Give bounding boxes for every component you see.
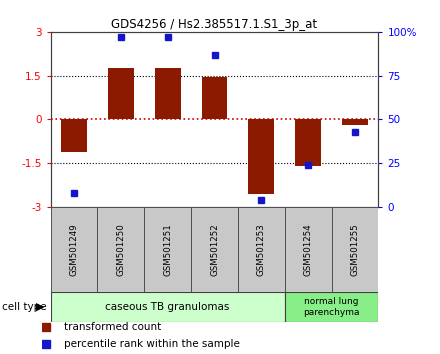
Text: GSM501249: GSM501249 bbox=[70, 223, 78, 276]
FancyBboxPatch shape bbox=[51, 207, 97, 292]
FancyBboxPatch shape bbox=[144, 207, 191, 292]
Bar bbox=[342, 120, 368, 125]
Text: GSM501253: GSM501253 bbox=[257, 223, 266, 276]
Text: GSM501250: GSM501250 bbox=[116, 223, 125, 276]
Text: GSM501252: GSM501252 bbox=[210, 223, 219, 276]
Bar bbox=[61, 120, 87, 152]
FancyBboxPatch shape bbox=[332, 207, 378, 292]
Text: cell type: cell type bbox=[2, 302, 47, 312]
FancyBboxPatch shape bbox=[51, 292, 285, 322]
Title: GDS4256 / Hs2.385517.1.S1_3p_at: GDS4256 / Hs2.385517.1.S1_3p_at bbox=[111, 18, 318, 31]
Bar bbox=[249, 120, 274, 194]
Text: percentile rank within the sample: percentile rank within the sample bbox=[64, 339, 239, 349]
Text: normal lung
parenchyma: normal lung parenchyma bbox=[303, 297, 360, 317]
Bar bbox=[202, 77, 227, 120]
Text: GSM501254: GSM501254 bbox=[304, 223, 313, 276]
Text: transformed count: transformed count bbox=[64, 322, 161, 332]
FancyBboxPatch shape bbox=[97, 207, 144, 292]
FancyBboxPatch shape bbox=[191, 207, 238, 292]
Text: ▶: ▶ bbox=[36, 302, 44, 312]
FancyBboxPatch shape bbox=[285, 207, 332, 292]
FancyBboxPatch shape bbox=[238, 207, 285, 292]
Text: GSM501255: GSM501255 bbox=[351, 223, 359, 276]
FancyBboxPatch shape bbox=[285, 292, 378, 322]
Bar bbox=[295, 120, 321, 166]
Bar bbox=[155, 68, 180, 120]
Bar bbox=[108, 68, 134, 120]
Text: GSM501251: GSM501251 bbox=[163, 223, 172, 276]
Text: caseous TB granulomas: caseous TB granulomas bbox=[106, 302, 230, 312]
